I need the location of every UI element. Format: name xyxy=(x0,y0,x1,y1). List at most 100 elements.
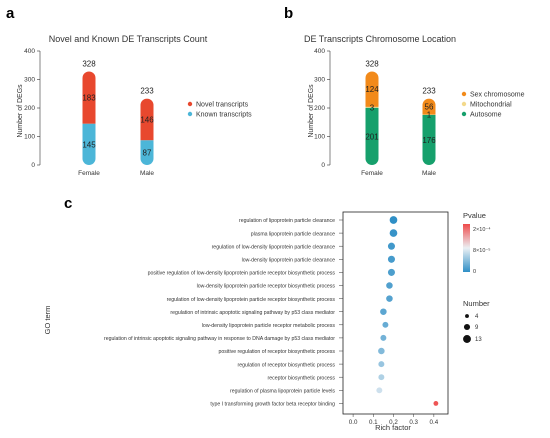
panel-a-total-label: 328 xyxy=(82,60,96,69)
panel-c-point xyxy=(376,387,383,394)
panel-c-ylabel: GO term xyxy=(43,306,52,335)
panel-c-x-tick-label: 0.2 xyxy=(389,419,398,426)
panel-c-number-legend-label: 9 xyxy=(475,325,479,331)
panel-b-legend-marker xyxy=(461,91,467,97)
panel-a-bars: 145 183 328 Female 87 146 233 Male xyxy=(78,60,154,177)
panel-a-bar-segment xyxy=(140,98,154,141)
panel-b-y-tick-label: 400 xyxy=(314,48,325,55)
panel-c-number-legend-marker xyxy=(465,314,469,318)
panel-letter-b: b xyxy=(284,5,293,22)
panel-b-bar-segment xyxy=(365,107,379,165)
panel-c-xlabel: Rich factor xyxy=(375,423,411,432)
panel-a-bar-male xyxy=(140,98,154,165)
panel-c-point xyxy=(378,347,385,355)
panel-c-legends: Pvalue 2×10⁻⁴ 8×10⁻⁵ 0 Number 4 9 13 xyxy=(463,211,491,343)
panel-c-term-label: positive regulation of low-density lipop… xyxy=(148,271,336,277)
panel-c-x-tick-label: 0.3 xyxy=(409,419,418,426)
panel-c-number-legend-marker xyxy=(463,323,471,331)
panel-c-point xyxy=(378,361,385,368)
panel-a-segment-label: 183 xyxy=(82,94,96,103)
panel-b-segment-label: 124 xyxy=(365,85,379,94)
panel-a-category-label: Male xyxy=(140,170,154,177)
panel-b-chart: DE Transcripts Chromosome Location Numbe… xyxy=(304,34,525,177)
panel-b-y-tick-label: 300 xyxy=(314,77,325,84)
panel-c-point xyxy=(380,308,387,315)
panel-a-legend-label: Novel transcripts xyxy=(196,102,249,109)
panel-c-pvalue-legend-label: 8×10⁻⁵ xyxy=(473,247,491,254)
panel-a-legend: Novel transcripts Known transcripts xyxy=(187,101,252,119)
panel-b-legend-label: Autosome xyxy=(470,112,502,119)
panel-a-y-tick-label: 400 xyxy=(24,48,35,55)
panel-b-legend: Sex chromosome Mitochondrial Autosome xyxy=(461,91,525,119)
panel-c-term-label: positive regulation of receptor biosynth… xyxy=(219,349,336,355)
panel-b-category-label: Male xyxy=(422,170,436,177)
panel-c-number-legend-label: 13 xyxy=(475,337,482,343)
panel-b-bar-segment xyxy=(365,106,379,108)
panel-b-bar-female xyxy=(365,71,379,165)
panel-c-term-label: type I transforming growth factor beta r… xyxy=(210,402,335,408)
panel-c-x-axis: 0.0 0.1 0.2 0.3 0.4 xyxy=(349,414,439,426)
panel-a-segment-label: 87 xyxy=(143,149,152,158)
panel-b-y-tick-label: 100 xyxy=(314,134,325,141)
panel-b-ylabel: Number of DEGs xyxy=(308,84,315,138)
panel-a-chart: Novel and Known DE Transcripts Count Num… xyxy=(17,34,252,177)
panel-c-point xyxy=(386,282,393,289)
panel-b-y-axis: 0 100 200 300 400 xyxy=(314,48,331,169)
panel-a-y-tick-label: 100 xyxy=(24,134,35,141)
panel-c-point xyxy=(378,374,385,381)
panel-c-chart: GO term Rich factor regulation of lipopr… xyxy=(43,211,491,432)
panel-b-legend-marker xyxy=(461,101,467,107)
panel-a-bar-segment xyxy=(82,123,96,165)
panel-b-total-label: 233 xyxy=(422,87,436,96)
panel-c-pvalue-legend-title: Pvalue xyxy=(463,211,486,220)
panel-c-term-label: low-density lipoprotein particle recepto… xyxy=(202,323,336,329)
panel-c-point xyxy=(389,216,398,224)
panel-letter-a: a xyxy=(6,5,15,22)
panel-b-title: DE Transcripts Chromosome Location xyxy=(304,34,456,44)
panel-a-y-axis: 0 100 200 300 400 xyxy=(24,48,41,169)
panel-c-point xyxy=(387,242,396,250)
panel-a-legend-marker xyxy=(187,101,193,107)
panel-c-number-legend-label: 4 xyxy=(475,314,479,320)
panel-a-legend-label: Known transcripts xyxy=(196,112,252,119)
panel-b-segment-label: 176 xyxy=(422,136,436,145)
panel-a-y-tick-label: 300 xyxy=(24,77,35,84)
panel-a-bar-segment xyxy=(140,140,154,165)
panel-a-segment-label: 145 xyxy=(82,140,96,149)
panel-c-term-label: plasma lipoprotein particle clearance xyxy=(251,231,335,237)
panel-c-point xyxy=(433,400,439,406)
panel-c-term-labels: regulation of lipoprotein particle clear… xyxy=(104,218,343,408)
panel-b-category-label: Female xyxy=(361,170,383,177)
panel-b-bar-segment xyxy=(365,71,379,107)
panel-c-point xyxy=(386,295,393,302)
panel-b-legend-marker xyxy=(461,111,467,117)
panel-b-legend-label: Mitochondrial xyxy=(470,102,512,109)
panel-a-bar-female xyxy=(82,71,96,165)
panel-c-number-legend-marker xyxy=(463,335,471,343)
panel-c-x-tick-label: 0.1 xyxy=(369,419,378,426)
panel-c-term-label: low-density lipoprotein particle recepto… xyxy=(197,284,336,290)
panel-c-term-label: regulation of lipoprotein particle clear… xyxy=(239,218,335,224)
panel-c-term-label: regulation of receptor biosynthetic proc… xyxy=(238,362,336,368)
panel-a-total-label: 233 xyxy=(140,87,154,96)
panel-a-title: Novel and Known DE Transcripts Count xyxy=(49,34,208,44)
panel-c-term-label: regulation of low-density lipoprotein pa… xyxy=(212,244,336,250)
panel-b-total-label: 328 xyxy=(365,60,379,69)
panel-c-term-label: receptor biosynthetic process xyxy=(268,375,336,381)
panel-c-term-label: regulation of plasma lipoprotein particl… xyxy=(230,389,335,395)
panel-c-point xyxy=(380,334,387,341)
panel-c-point xyxy=(389,229,398,237)
panel-b-legend-label: Sex chromosome xyxy=(470,92,525,99)
panel-letter-c: c xyxy=(64,195,72,212)
panel-b-bars: 201 3 124 328 Female 176 156 233 Male xyxy=(361,60,436,177)
panel-b-y-tick-label: 0 xyxy=(321,162,325,169)
panel-a-ylabel: Number of DEGs xyxy=(17,84,24,138)
panel-b-segment-label: 3 xyxy=(370,103,375,112)
panel-c-point xyxy=(387,255,396,263)
panel-a-segment-label: 146 xyxy=(140,115,154,124)
panel-b-bar-male xyxy=(422,98,436,165)
panel-b-segment-label: 1 xyxy=(427,111,432,120)
panel-b-bar-segment xyxy=(422,98,436,115)
panel-a-y-tick-label: 0 xyxy=(31,162,35,169)
